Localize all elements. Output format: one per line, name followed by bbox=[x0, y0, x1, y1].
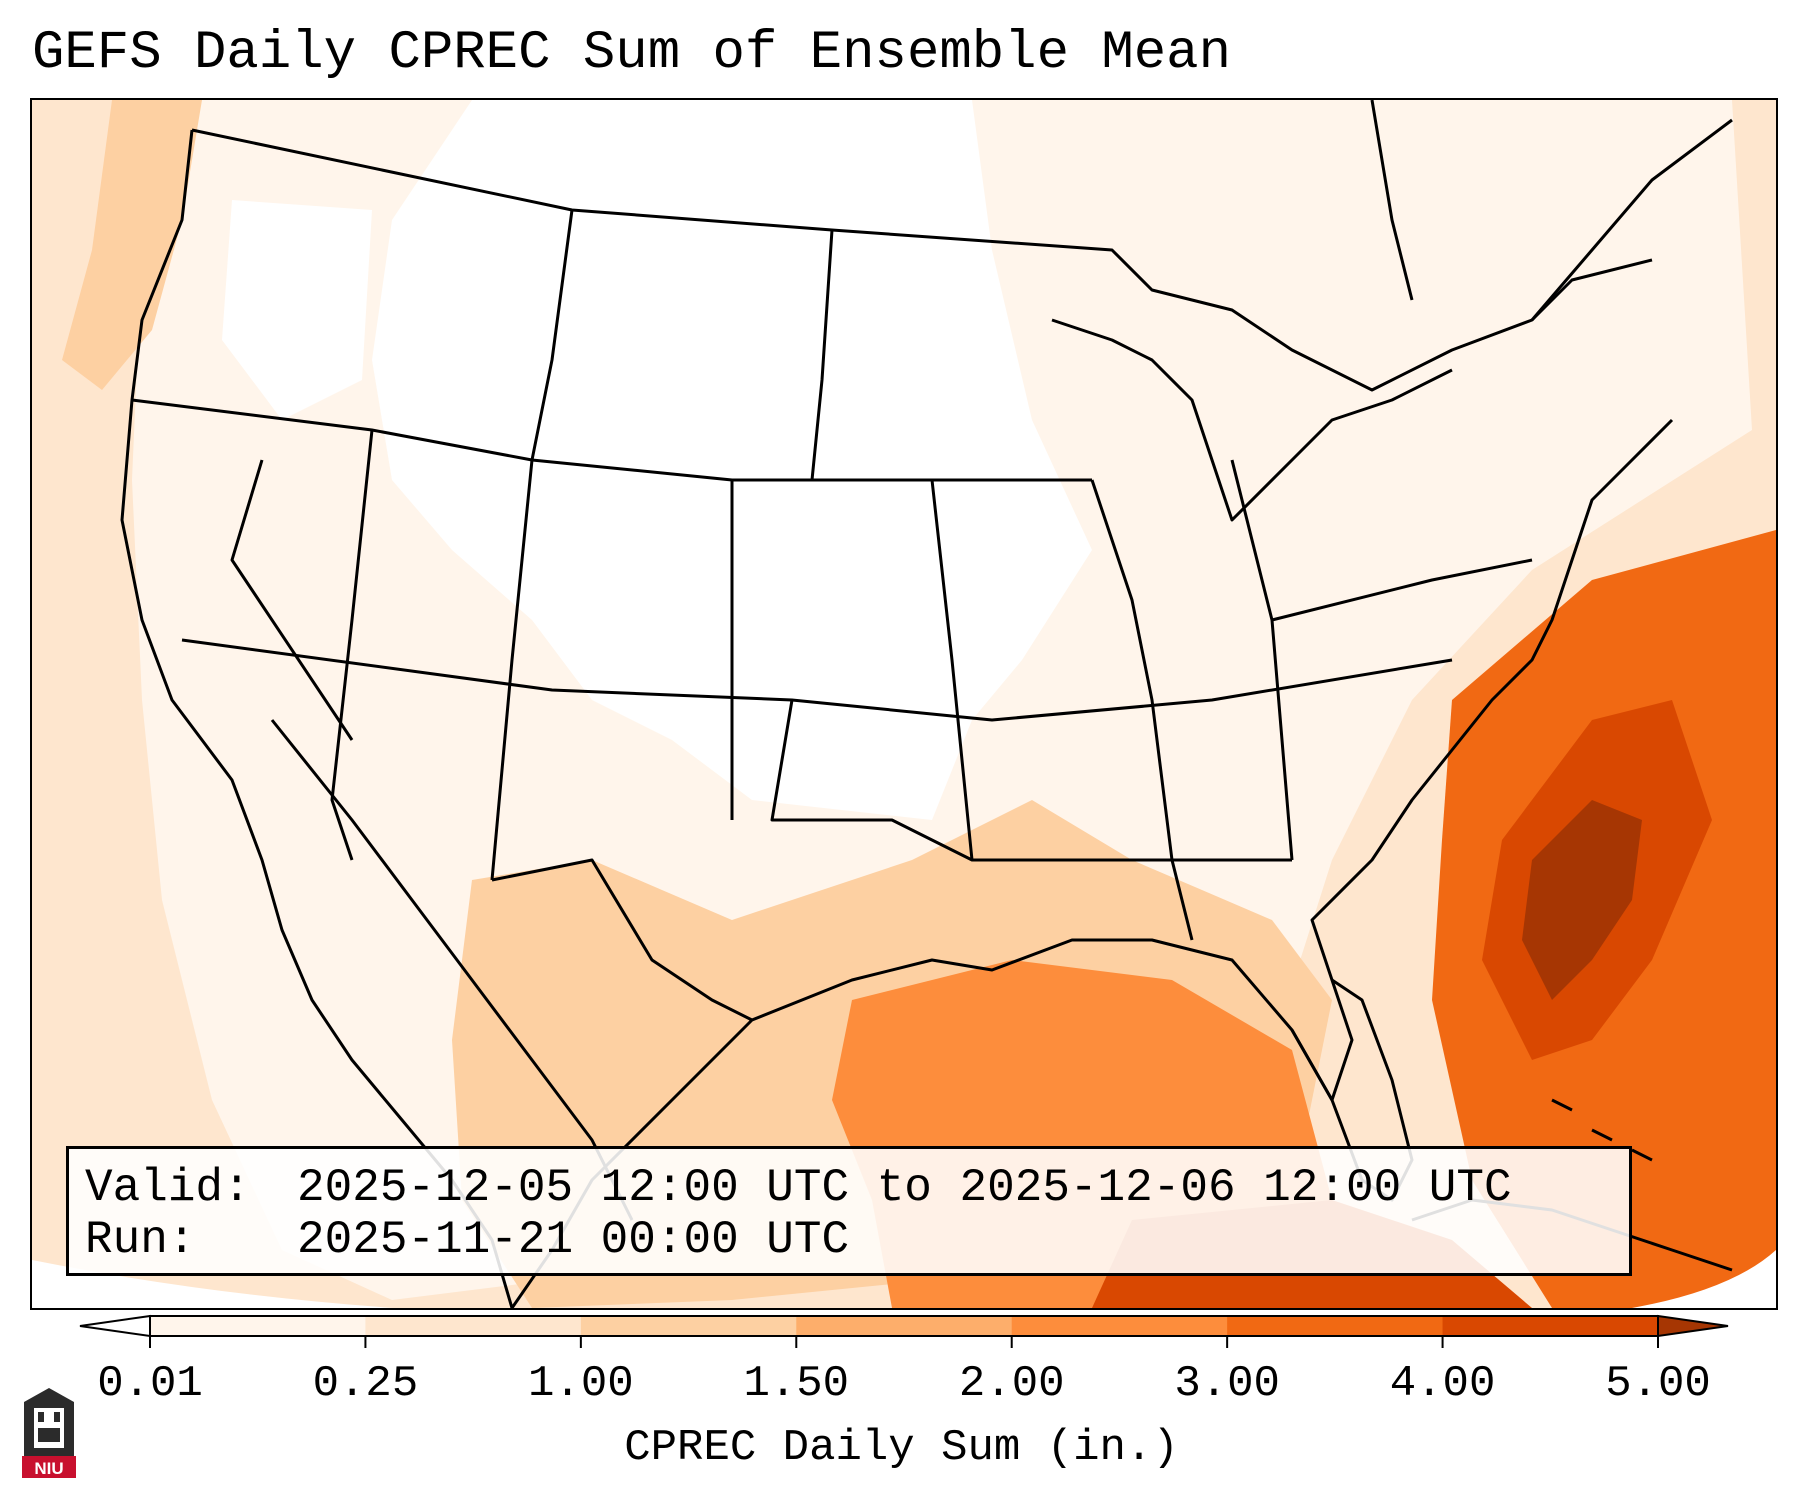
map-title: GEFS Daily CPREC Sum of Ensemble Mean bbox=[32, 23, 1231, 84]
colorbar-outline bbox=[149, 1315, 1659, 1337]
colorbar-tick-label: 4.00 bbox=[1389, 1359, 1496, 1409]
colorbar-label: CPREC Daily Sum (in.) bbox=[624, 1423, 1179, 1473]
valid-label: Valid: bbox=[85, 1162, 251, 1214]
precip-field-atlantic-max bbox=[1522, 800, 1642, 1000]
run-value: 2025-11-21 00:00 UTC bbox=[297, 1214, 850, 1266]
valid-value: 2025-12-05 12:00 UTC to 2025-12-06 12:00… bbox=[297, 1162, 1512, 1214]
precip-field-dry bbox=[372, 100, 1092, 820]
gulf-coastline bbox=[510, 418, 1674, 1308]
colorbar-segment bbox=[1227, 1316, 1444, 1336]
colorbar-tick-label: 5.00 bbox=[1605, 1359, 1711, 1409]
logo-text: NIU bbox=[34, 1459, 63, 1478]
precip-field-dry-2 bbox=[222, 200, 372, 420]
colorbar-tick-label: 1.00 bbox=[528, 1359, 634, 1409]
run-label: Run: bbox=[85, 1214, 196, 1266]
colorbar-tick-label: 3.00 bbox=[1174, 1359, 1280, 1409]
great-lakes bbox=[1051, 318, 1453, 522]
colorbar-tick-label: 0.25 bbox=[312, 1359, 419, 1409]
colorbar-segment bbox=[1442, 1316, 1659, 1336]
political-borders bbox=[120, 100, 1733, 1308]
colorbar-over-arrow bbox=[1657, 1314, 1729, 1338]
colorbar-tick-label: 2.00 bbox=[958, 1359, 1065, 1409]
validity-info-box: Valid: 2025-12-05 12:00 UTC to 2025-12-06… bbox=[66, 1146, 1632, 1276]
colorbar bbox=[79, 1314, 1729, 1348]
niu-tower-logo: NIU bbox=[22, 1388, 76, 1478]
precip-field-pacific bbox=[62, 100, 202, 390]
map-panel bbox=[30, 98, 1778, 1310]
colorbar-segment bbox=[150, 1316, 366, 1336]
valid-line: Valid: 2025-12-05 12:00 UTC to 2025-12-06… bbox=[85, 1161, 1512, 1215]
precip-map bbox=[32, 100, 1776, 1308]
colorbar-tick-label: 1.50 bbox=[743, 1359, 850, 1409]
colorbar-segment bbox=[580, 1316, 797, 1336]
colorbar-tick-label: 0.01 bbox=[97, 1359, 203, 1409]
colorbar-segment bbox=[796, 1316, 1013, 1336]
bahamas bbox=[1551, 1098, 1653, 1162]
colorbar-segment bbox=[365, 1316, 582, 1336]
projection-edge bbox=[32, 1250, 1776, 1308]
colorbar-segment bbox=[1011, 1316, 1228, 1336]
colorbar-under-arrow bbox=[79, 1314, 151, 1338]
run-line: Run: 2025-11-21 00:00 UTC bbox=[85, 1213, 849, 1267]
